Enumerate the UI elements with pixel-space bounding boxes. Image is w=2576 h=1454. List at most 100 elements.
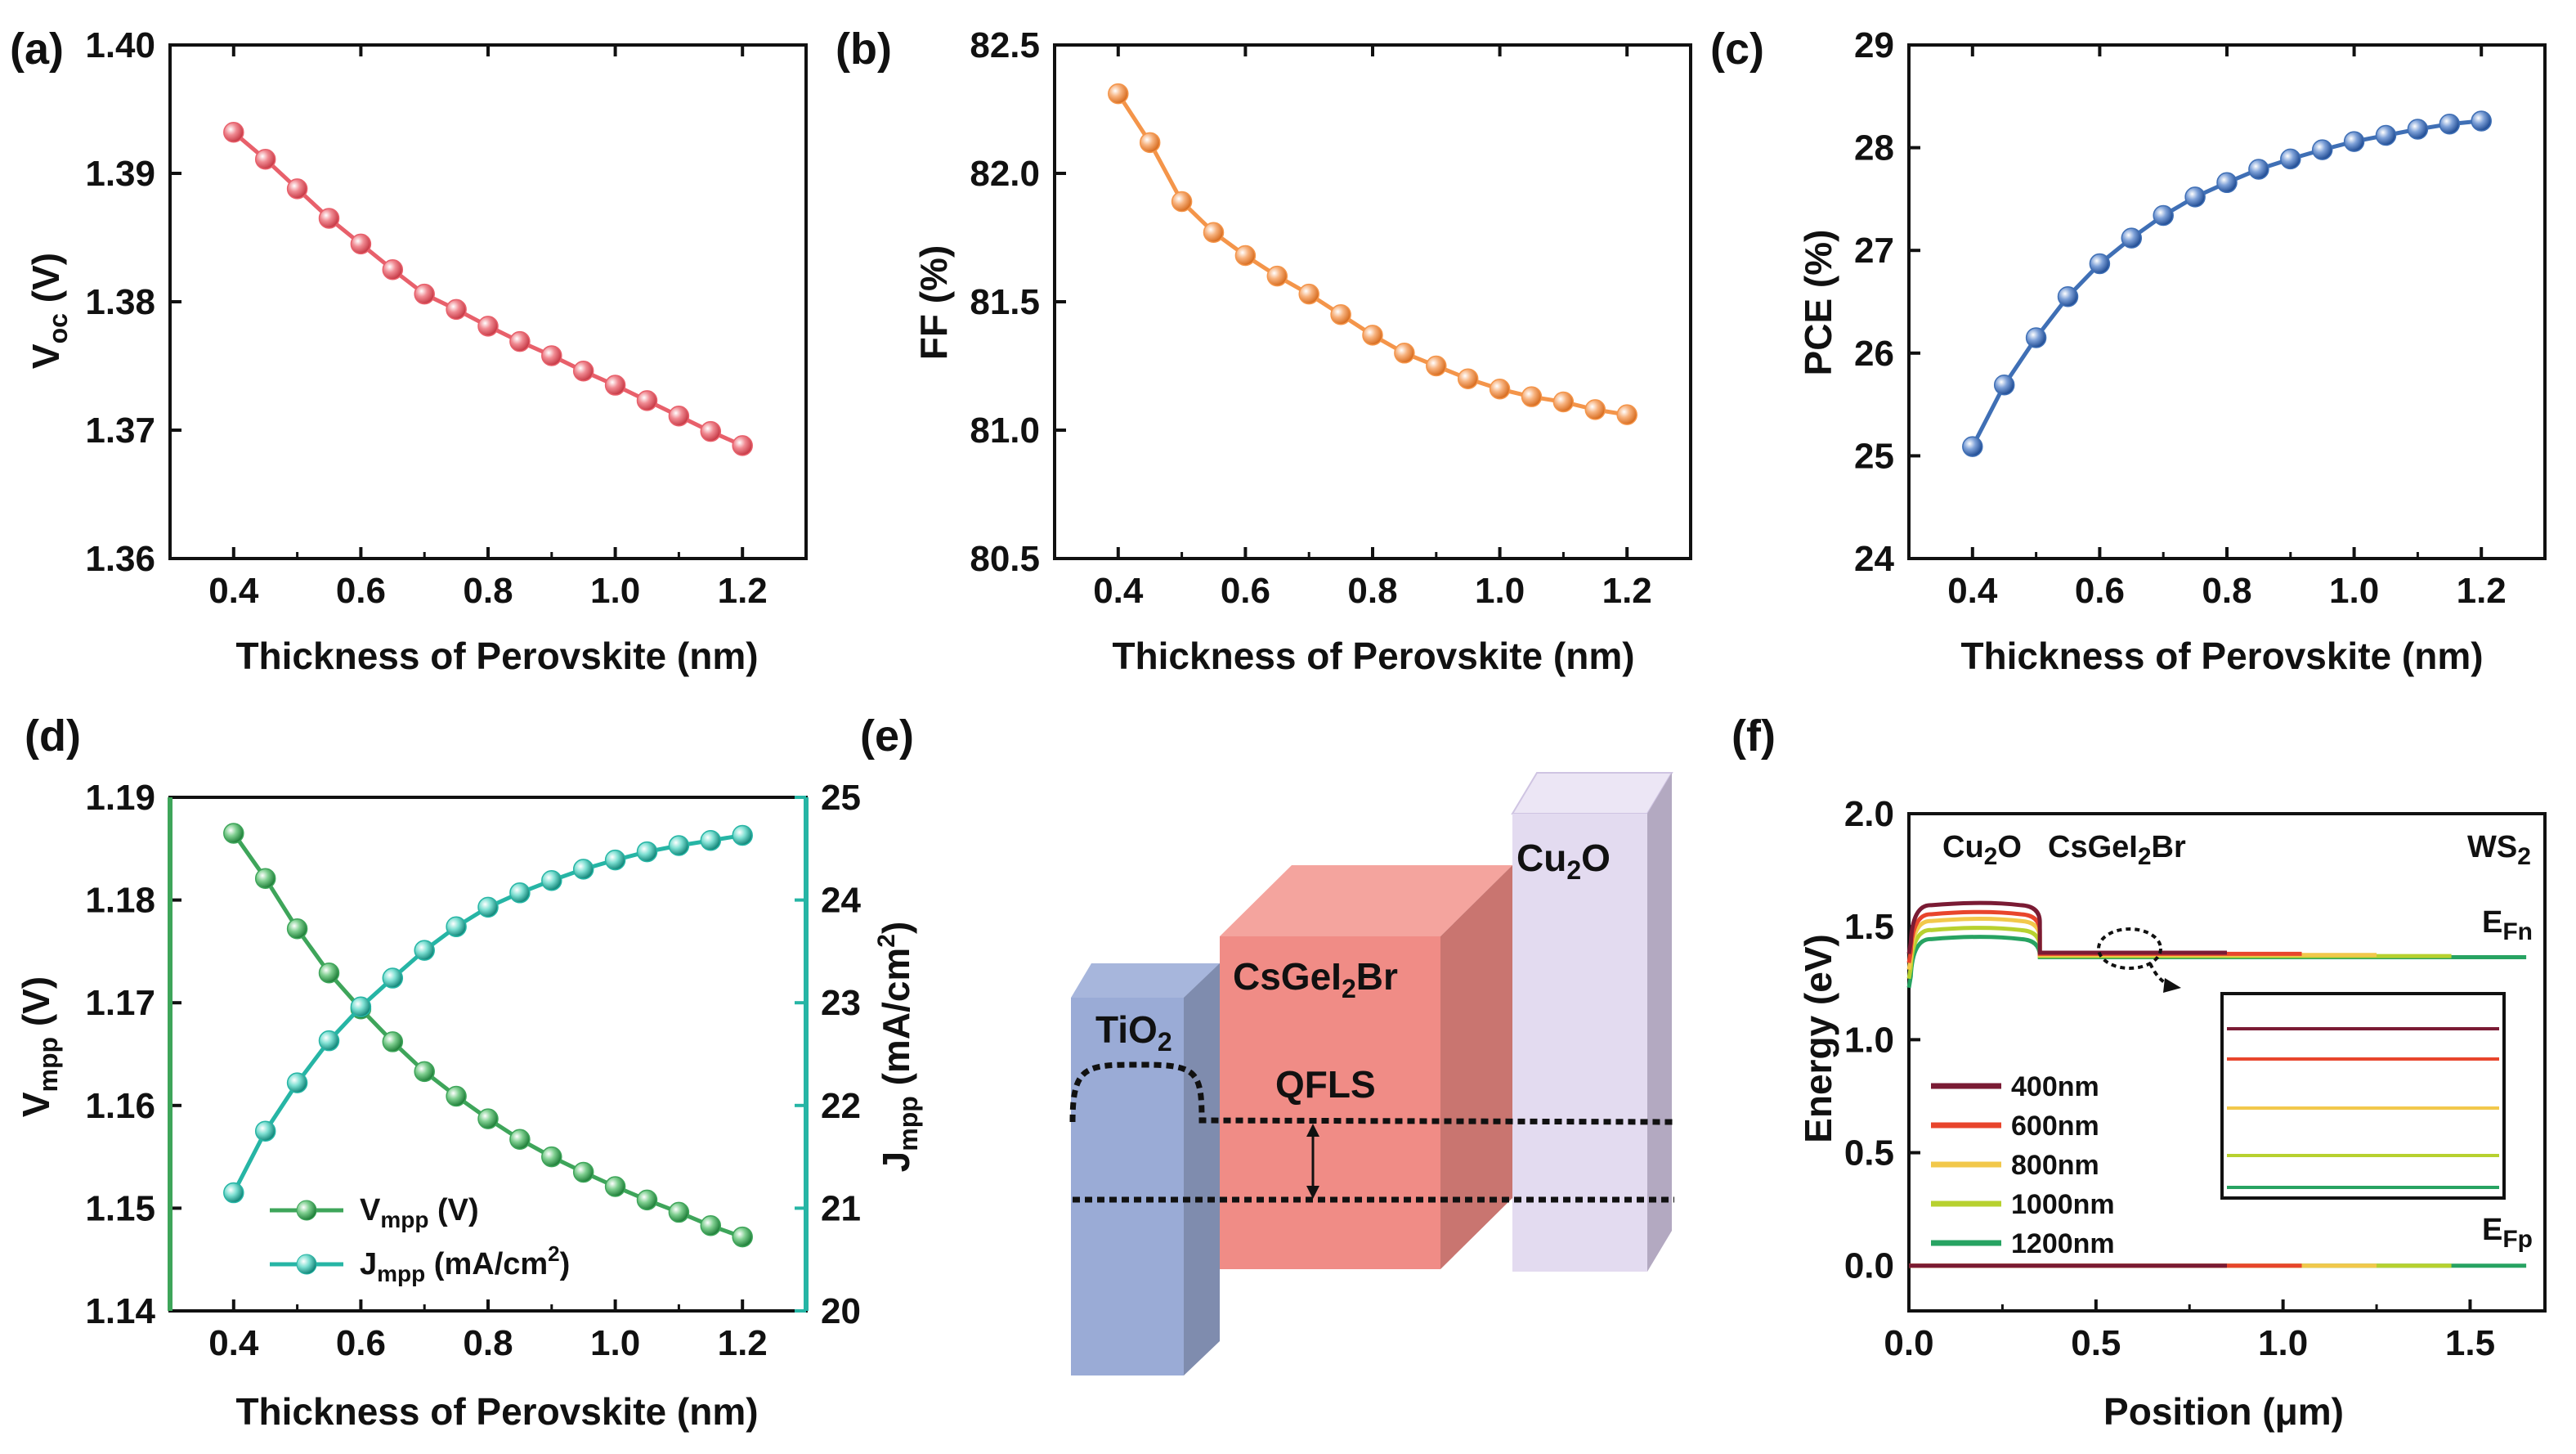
- data-point: [732, 435, 753, 456]
- perovskite-block-top: [1220, 865, 1512, 936]
- y-tick-label: 1.39: [85, 154, 155, 194]
- data-point: [446, 1085, 467, 1107]
- qfls-arrow-head-bottom: [1306, 1186, 1319, 1199]
- data-point: [477, 1108, 499, 1129]
- y-tick-label: 82.5: [970, 25, 1040, 65]
- data-point: [572, 1161, 594, 1183]
- data-point: [1552, 391, 1575, 413]
- x-tick-label: 1.2: [2457, 571, 2507, 611]
- efn-dashed-line: [1069, 1061, 1675, 1125]
- data-point: [1266, 265, 1288, 287]
- y-tick-label: 1.40: [85, 25, 155, 65]
- y-tick-label: 28: [1854, 128, 1894, 168]
- panel-c-xlabel: Thickness of Perovskite (nm): [1960, 635, 2483, 677]
- efn-curve-1200nm: [1906, 935, 2527, 989]
- x-tick-label: 1.5: [2445, 1323, 2495, 1363]
- data-point: [1426, 355, 1447, 377]
- data-point: [2439, 113, 2461, 135]
- panel-f-energy-chart: Position (μm) Energy (eV) Cu2O CsGeI2Br …: [1797, 794, 2547, 1433]
- data-point: [732, 824, 753, 846]
- data-point: [604, 375, 626, 396]
- data-point: [2153, 204, 2174, 227]
- x-tick-label: 0.4: [1093, 571, 1144, 611]
- data-point: [541, 345, 562, 366]
- panel-f-xlabel: Position (μm): [2103, 1390, 2344, 1433]
- y-tick-label: 81.5: [970, 282, 1040, 322]
- efn-label: EFn: [2482, 905, 2533, 945]
- y-tick-label: 29: [1854, 25, 1894, 65]
- panel-f-perovskite-label: CsGeI2Br: [2048, 830, 2186, 870]
- x-tick-label: 0.4: [208, 1323, 259, 1363]
- y-tick-label: 1.17: [85, 983, 155, 1023]
- data-point: [254, 868, 276, 889]
- x-tick-label: 1.0: [1475, 571, 1525, 611]
- data-point: [509, 1129, 531, 1150]
- tio2-block-top: [1071, 963, 1220, 998]
- y-tick-label: 80.5: [970, 539, 1040, 579]
- right-y-tick-label: 25: [821, 778, 861, 818]
- x-tick-label: 0.0: [1884, 1323, 1933, 1363]
- data-point: [254, 1120, 276, 1142]
- data-point: [1234, 245, 1257, 267]
- data-point: [541, 1146, 562, 1168]
- data-point: [286, 918, 308, 940]
- data-point: [286, 1072, 308, 1093]
- data-point: [1362, 325, 1383, 346]
- data-point: [2216, 172, 2238, 194]
- panel-a-voc-chart: Thickness of Perovskite (nm) Voc (V) 0.4…: [25, 25, 808, 677]
- data-point: [446, 916, 467, 938]
- zoom-arrow-head: [2163, 978, 2181, 993]
- y-tick-label: 1.5: [1844, 907, 1894, 947]
- zoom-circle: [2097, 927, 2162, 970]
- data-point: [1330, 303, 1351, 325]
- data-point: [668, 835, 690, 856]
- data-point: [668, 405, 690, 427]
- panel-d-legend: Vmpp (V) Jmpp (mA/cm2): [270, 1193, 570, 1286]
- panel-a-ylabel: Voc (V): [25, 253, 73, 369]
- y-tick-label: 1.37: [85, 411, 155, 451]
- data-point: [1203, 222, 1225, 243]
- panel-b-ff-chart: Thickness of Perovskite (nm) FF (%) 0.4 0…: [912, 25, 1692, 677]
- data-point: [414, 940, 435, 961]
- data-point: [2471, 110, 2492, 132]
- data-point: [636, 390, 658, 411]
- data-point: [223, 823, 244, 844]
- x-tick-label: 0.6: [336, 1323, 386, 1363]
- cu2o-block-side: [1647, 773, 1672, 1272]
- panel-b-ylabel: FF (%): [912, 245, 955, 361]
- data-point: [509, 882, 531, 904]
- data-point: [2121, 227, 2143, 249]
- panel-a-xlabel: Thickness of Perovskite (nm): [235, 635, 758, 677]
- data-point: [382, 967, 404, 989]
- panel-d-mpp-chart: Thickness of Perovskite (nm) Vmpp (V) Jm…: [15, 778, 923, 1433]
- y-tick-label: 0.5: [1844, 1133, 1894, 1174]
- legend-jmpp: Jmpp (mA/cm2): [360, 1241, 570, 1286]
- efp-label: EFp: [2482, 1213, 2533, 1253]
- legend-jmpp-marker: [296, 1254, 317, 1275]
- y-tick-label: 1.19: [85, 778, 155, 818]
- data-point: [318, 1030, 340, 1052]
- data-point: [1489, 379, 1511, 400]
- series-line: [231, 833, 743, 1194]
- y-tick-label: 1.18: [85, 881, 155, 921]
- data-point: [382, 259, 404, 280]
- data-point: [1108, 83, 1129, 105]
- y-tick-label: 24: [1854, 539, 1894, 579]
- x-tick-label: 1.2: [1602, 571, 1652, 611]
- data-point: [700, 420, 722, 442]
- x-tick-label: 1.0: [590, 571, 640, 611]
- data-point: [604, 1176, 626, 1197]
- plot-frame: [168, 43, 808, 560]
- data-point: [2407, 119, 2429, 140]
- x-tick-label: 1.0: [2329, 571, 2379, 611]
- panel-d-right-ylabel: Jmpp (mA/cm2): [873, 922, 923, 1173]
- legend-vmpp: Vmpp (V): [360, 1193, 479, 1232]
- x-tick-label: 1.2: [718, 571, 768, 611]
- panel-c-pce-chart: Thickness of Perovskite (nm) PCE (%) 0.4…: [1797, 25, 2547, 677]
- panel-f-cu2o-label: Cu2O: [1942, 830, 2022, 870]
- cu2o-label: Cu2O: [1516, 837, 1611, 885]
- data-point: [1584, 399, 1606, 420]
- efn-curve-800nm: [1906, 917, 2377, 971]
- tio2-block-side: [1184, 963, 1220, 1375]
- efn-curve-1000nm: [1906, 926, 2452, 980]
